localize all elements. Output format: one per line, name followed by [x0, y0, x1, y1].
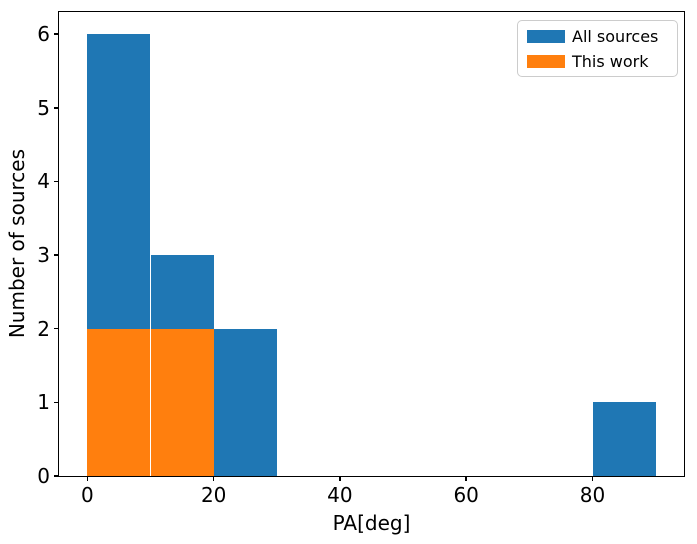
y-tick-label: 4: [37, 169, 50, 194]
y-tick-mark: [54, 107, 59, 109]
y-tick-mark: [54, 33, 59, 35]
legend-entry-this-work: This work: [527, 52, 677, 71]
y-tick-label: 2: [37, 316, 50, 341]
y-tick-mark: [54, 254, 59, 256]
y-tick-mark: [54, 475, 59, 477]
legend-label-all-sources: All sources: [572, 26, 659, 46]
y-tick-label: 0: [37, 464, 50, 488]
y-tick-label: 5: [37, 95, 50, 120]
x-tick-mark: [212, 476, 215, 481]
histogram-bar-this-work-10-20: [150, 328, 214, 476]
legend: All sources This work: [517, 20, 678, 77]
legend-swatch-all-sources-icon: [527, 29, 565, 43]
x-tick-label: 40: [327, 483, 353, 507]
legend-entry-all-sources: All sources: [527, 27, 677, 46]
x-tick-mark: [591, 476, 594, 481]
y-tick-label: 1: [37, 390, 50, 415]
plot-area: [59, 12, 684, 476]
x-axis-label: PA[deg]: [332, 511, 411, 535]
y-tick-label: 3: [37, 243, 50, 267]
histogram-bar-this-work-0-10: [87, 328, 151, 476]
x-tick-mark: [339, 476, 341, 481]
y-tick-mark: [54, 401, 59, 404]
x-tick-mark: [86, 476, 89, 481]
x-tick-label: 0: [81, 483, 94, 507]
x-tick-mark: [465, 476, 467, 481]
legend-swatch-this-work-icon: [527, 54, 565, 68]
legend-label-this-work: This work: [572, 51, 649, 71]
y-tick-label: 6: [37, 22, 50, 47]
histogram-bar-all-sources-80-90: [592, 402, 656, 476]
histogram-bar-all-sources-20-30: [213, 328, 277, 476]
x-tick-label: 80: [579, 483, 606, 507]
x-tick-label: 60: [453, 483, 479, 507]
x-tick-label: 20: [200, 483, 227, 507]
y-tick-mark: [54, 180, 59, 183]
y-tick-mark: [54, 327, 59, 330]
